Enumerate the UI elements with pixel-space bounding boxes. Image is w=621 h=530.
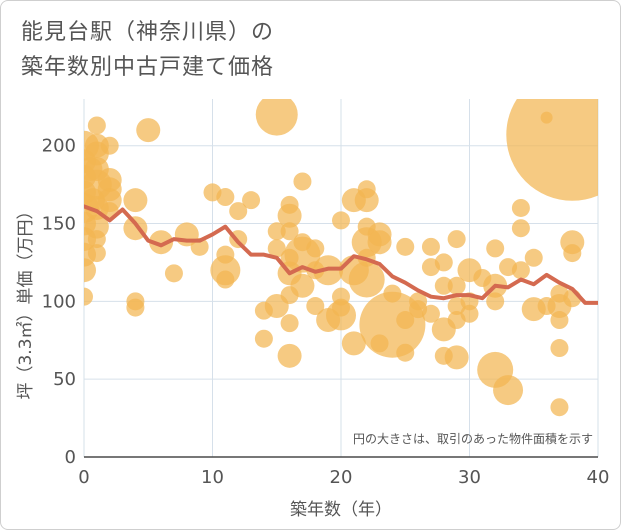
y-tick-label: 0 (65, 447, 76, 468)
bubble-point (563, 244, 582, 263)
bubble-point (126, 298, 145, 317)
bubble-point (87, 244, 106, 263)
x-tick-label: 40 (587, 467, 610, 488)
x-axis-title: 築年数（年） (290, 500, 392, 520)
bubble-point (254, 329, 273, 348)
bubble-point (550, 339, 569, 358)
bubble-point (486, 239, 505, 258)
chart-title: 能見台駅（神奈川県）の 築年数別中古戸建て価格 (21, 15, 274, 85)
bubble-point (383, 284, 402, 303)
bubble-point (524, 248, 543, 267)
bubble-point (506, 99, 598, 201)
bubble-point (447, 230, 466, 249)
chart-title-line-1: 能見台駅（神奈川県）の (21, 20, 275, 45)
bubble-point (348, 261, 385, 298)
x-tick-label: 30 (458, 467, 481, 488)
y-tick-labels: 0 50 100 150 200 (42, 136, 76, 468)
bubble-point (100, 136, 119, 155)
bubble-point (293, 172, 312, 191)
bubble-point (123, 188, 148, 213)
bubble-point (149, 230, 174, 255)
bubble-point (434, 276, 453, 295)
bubble-point (84, 287, 93, 306)
bubble-point (267, 222, 286, 241)
average-price-line (84, 204, 598, 305)
bubble-point (332, 211, 350, 230)
bubble-point (511, 198, 530, 217)
bubble-point (396, 237, 415, 256)
bubble-point (306, 297, 325, 316)
bubble-point (421, 304, 440, 323)
bubble-point (341, 331, 366, 356)
bubble-point (460, 304, 479, 323)
bubble-point (164, 264, 183, 283)
bubble-point (280, 314, 299, 333)
bubble-point (216, 270, 235, 289)
y-tick-label: 200 (42, 136, 76, 157)
bubble-point (359, 291, 426, 358)
bubble-point (229, 202, 248, 221)
x-tick-label: 0 (78, 467, 89, 488)
y-tick-label: 100 (42, 291, 76, 312)
bubble-point (242, 191, 261, 210)
bubble-point (216, 188, 235, 207)
bubble-layer (84, 99, 598, 417)
bubble-point (84, 258, 96, 283)
bubble-point (444, 345, 469, 370)
bubble-point (277, 203, 302, 228)
bubble-point (306, 239, 325, 258)
bubble-point (486, 292, 505, 311)
bubble-point (511, 219, 530, 238)
bubble-point (280, 222, 299, 241)
x-tick-label: 20 (330, 467, 353, 488)
bubble-point (434, 253, 453, 272)
y-tick-label: 50 (53, 369, 76, 390)
bubble-point (367, 230, 392, 255)
bubble-point (255, 99, 298, 136)
bubble-point (511, 261, 530, 280)
bubble-point (550, 398, 569, 417)
bubble-point (421, 237, 440, 256)
bubble-point (87, 230, 106, 249)
bubble-point (277, 343, 302, 368)
bubble-point (290, 273, 315, 298)
chart-title-line-2: 築年数別中古戸建て価格 (21, 55, 275, 80)
bubble-point (550, 311, 569, 330)
bubble-point (447, 276, 466, 295)
bubble-point (396, 311, 415, 330)
bubble-point (396, 343, 415, 362)
bubble-point (493, 375, 524, 406)
bubble-point (354, 188, 379, 213)
bubble-point (136, 118, 161, 143)
bubble-point (326, 300, 356, 331)
x-tick-labels: 0 10 20 30 40 (78, 467, 609, 488)
y-tick-label: 150 (42, 214, 76, 235)
bubble-size-note: 円の大きさは、取引のあった物件面積を示す (353, 431, 593, 446)
bubble-point (87, 116, 106, 135)
x-tick-label: 10 (201, 467, 224, 488)
y-axis-title: 坪（3.3㎡）単価（万円） (16, 202, 36, 399)
bubble-point (267, 239, 286, 258)
